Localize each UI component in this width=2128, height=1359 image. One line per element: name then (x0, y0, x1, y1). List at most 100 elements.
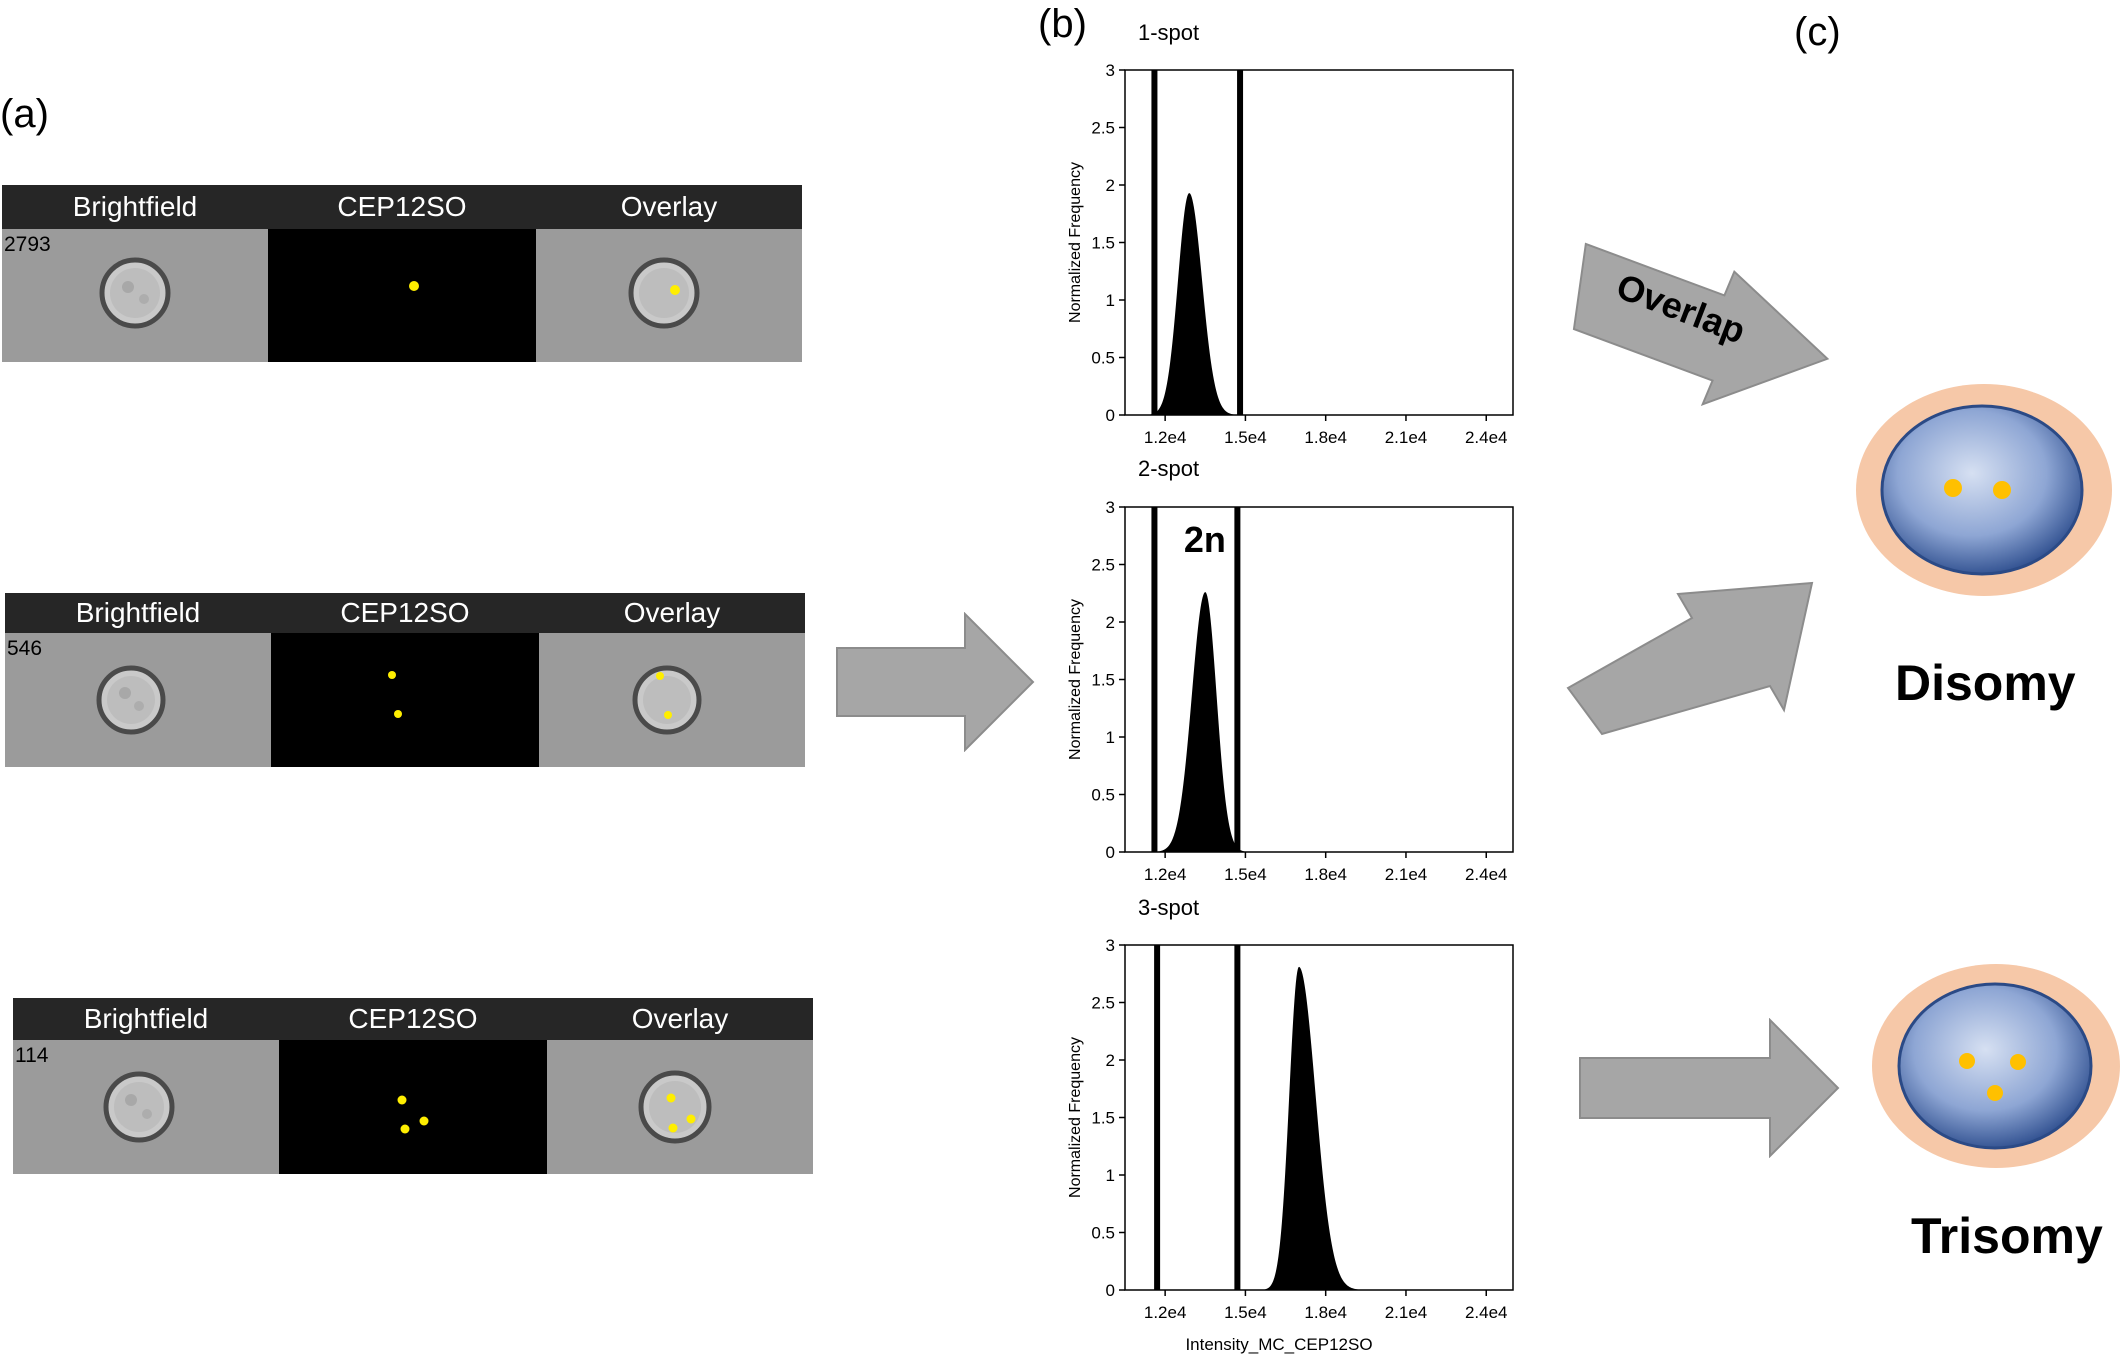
object-id: 2793 (4, 233, 51, 256)
arrow-right-icon (836, 612, 1035, 752)
fish-spot (397, 1095, 407, 1105)
chromosome-spot (1987, 1085, 2003, 1101)
panel-label-a: (a) (0, 92, 49, 136)
cell-icon (103, 1071, 175, 1143)
overlay-image (547, 1040, 813, 1174)
header-brightfield: Brightfield (75, 597, 201, 628)
fluorescence-image (268, 229, 536, 362)
header-brightfield: Brightfield (83, 1003, 209, 1034)
trisomy-label: Trisomy (1911, 1208, 2103, 1264)
overlap-arrow-icon: Overlap (1572, 242, 1830, 407)
chromosome-spot (1959, 1053, 1975, 1069)
panel-label-b: (b) (1038, 2, 1087, 46)
y-tick-label: 2.5 (1091, 119, 1115, 138)
header-overlay: Overlay (623, 597, 721, 628)
x-tick-label: 2.4e4 (1465, 865, 1508, 884)
cell-icon (96, 665, 166, 735)
x-tick-label: 1.5e4 (1224, 428, 1267, 447)
header-cep12so: CEP12SO (348, 1003, 478, 1034)
x-tick-label: 1.8e4 (1304, 1303, 1347, 1322)
fluorescence-image (271, 633, 539, 767)
histogram-1-spot: Normalized Frequency 0 0.5 1 1.5 2 2.5 3 1.2e4 1.… (1067, 61, 1514, 447)
y-tick-label: 0 (1106, 1281, 1115, 1300)
y-tick-label: 0.5 (1091, 349, 1115, 368)
fish-spot (394, 710, 402, 718)
y-tick-label: 2 (1106, 176, 1115, 195)
ploidy-annotation: 2n (1184, 519, 1226, 560)
arrow-to-disomy-icon (1566, 581, 1814, 736)
strip-header: Brightfield CEP12SO Overlay (5, 593, 805, 633)
y-tick-label: 1 (1106, 1166, 1115, 1185)
image-strip-3: Brightfield CEP12SO Overlay 114 (13, 998, 813, 1174)
disomy-cell-icon (1856, 384, 2112, 596)
fish-spot (409, 281, 419, 291)
header-overlay: Overlay (620, 191, 718, 222)
x-tick-label: 2.4e4 (1465, 1303, 1508, 1322)
y-axis-label: Normalized Frequency (1067, 1037, 1084, 1198)
panel-label-c: (c) (1794, 10, 1841, 54)
y-tick-label: 1 (1106, 291, 1115, 310)
y-tick-label: 0.5 (1091, 1224, 1115, 1243)
fish-spot (388, 671, 396, 679)
cell-icon (628, 257, 700, 329)
histogram-area (1144, 193, 1241, 415)
y-tick-label: 0 (1106, 406, 1115, 425)
fluorescence-image (279, 1040, 547, 1174)
histogram-2-spot: Normalized Frequency 0 0.5 1 1.5 2 2.5 3 1.2e4 1.… (1067, 498, 1514, 884)
chart-title-2-spot: 2-spot (1138, 456, 1200, 481)
overlay-image (539, 633, 805, 767)
trisomy-cell-icon (1872, 964, 2120, 1168)
y-axis-label: Normalized Frequency (1067, 162, 1084, 323)
y-tick-label: 3 (1106, 498, 1115, 517)
object-id: 546 (7, 637, 43, 660)
chromosome-spot (1944, 479, 1962, 497)
fish-spot (419, 1116, 429, 1126)
x-tick-label: 1.5e4 (1224, 1303, 1267, 1322)
header-overlay: Overlay (631, 1003, 729, 1034)
y-tick-label: 2.5 (1091, 556, 1115, 575)
x-tick-label: 2.4e4 (1465, 428, 1508, 447)
chart-title-3-spot: 3-spot (1138, 895, 1200, 920)
y-tick-label: 1.5 (1091, 1109, 1115, 1128)
histogram-area (1260, 966, 1366, 1290)
y-tick-label: 3 (1106, 936, 1115, 955)
disomy-label: Disomy (1895, 655, 2076, 711)
histogram-3-spot: Normalized Frequency 0 0.5 1 1.5 2 2.5 3 1.2e4 1.… (1067, 936, 1514, 1354)
x-tick-label: 2.1e4 (1385, 1303, 1428, 1322)
y-tick-label: 3 (1106, 61, 1115, 80)
cell-icon (632, 665, 702, 735)
y-tick-label: 1.5 (1091, 234, 1115, 253)
header-cep12so: CEP12SO (337, 191, 467, 222)
x-tick-label: 1.5e4 (1224, 865, 1267, 884)
y-tick-label: 2 (1106, 613, 1115, 632)
cell-icon (638, 1070, 712, 1144)
brightfield-image: 2793 (2, 229, 268, 362)
fish-spot (400, 1124, 410, 1134)
y-tick-label: 1 (1106, 728, 1115, 747)
histogram-area (1151, 592, 1251, 852)
y-axis-label: Normalized Frequency (1067, 599, 1084, 760)
x-tick-label: 2.1e4 (1385, 865, 1428, 884)
y-tick-label: 2.5 (1091, 994, 1115, 1013)
chromosome-spot (1993, 481, 2011, 499)
chromosome-spot (2010, 1054, 2026, 1070)
y-tick-label: 2 (1106, 1051, 1115, 1070)
y-tick-label: 0.5 (1091, 786, 1115, 805)
y-tick-label: 1.5 (1091, 671, 1115, 690)
x-tick-label: 1.8e4 (1304, 865, 1347, 884)
overlay-image (536, 229, 802, 362)
x-axis-label: Intensity_MC_CEP12SO (1185, 1335, 1372, 1354)
image-strip-1: Brightfield CEP12SO Overlay 2793 (2, 185, 802, 362)
image-strip-2: Brightfield CEP12SO Overlay 546 (5, 593, 805, 767)
strip-header: Brightfield CEP12SO Overlay (2, 185, 802, 229)
x-tick-label: 1.2e4 (1144, 428, 1187, 447)
x-tick-label: 1.2e4 (1144, 1303, 1187, 1322)
brightfield-image: 546 (5, 633, 271, 767)
y-tick-label: 0 (1106, 843, 1115, 862)
brightfield-image: 114 (13, 1040, 279, 1174)
chart-title-1-spot: 1-spot (1138, 20, 1200, 45)
header-cep12so: CEP12SO (340, 597, 470, 628)
object-id: 114 (15, 1044, 49, 1067)
x-tick-label: 1.2e4 (1144, 865, 1187, 884)
x-tick-label: 2.1e4 (1385, 428, 1428, 447)
